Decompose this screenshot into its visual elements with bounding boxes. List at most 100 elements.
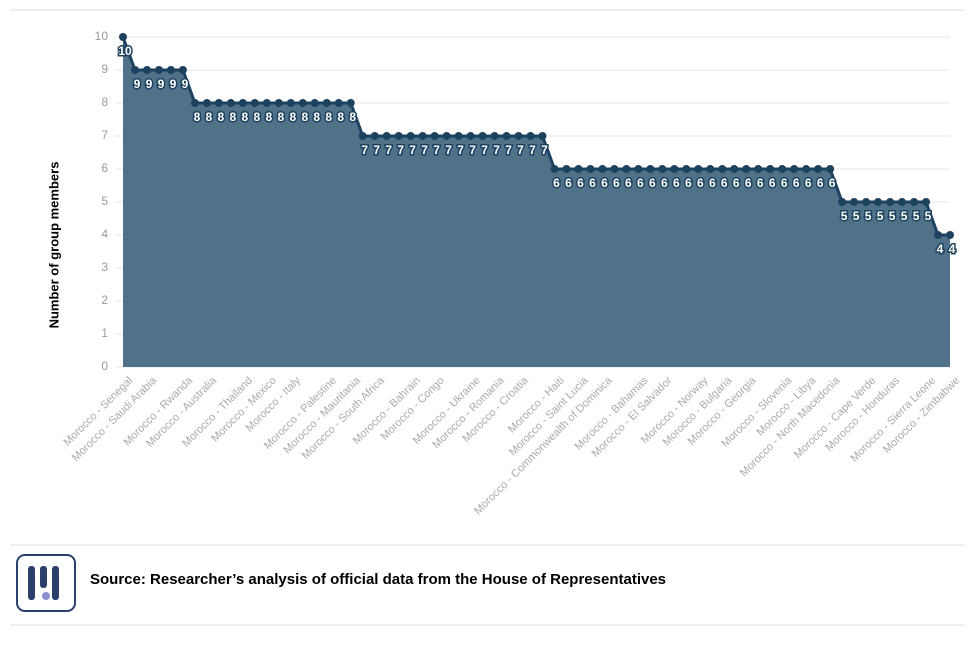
marker — [742, 165, 751, 173]
marker — [310, 99, 319, 107]
data-label: 9 — [182, 77, 189, 91]
marker — [610, 165, 619, 173]
data-label: 7 — [361, 143, 368, 157]
marker — [154, 66, 163, 74]
data-label: 6 — [637, 176, 644, 190]
data-label: 6 — [709, 176, 716, 190]
data-label: 6 — [649, 176, 656, 190]
marker — [250, 99, 259, 107]
marker — [910, 198, 919, 206]
data-label: 6 — [661, 176, 668, 190]
marker — [190, 99, 199, 107]
data-label: 8 — [289, 110, 296, 124]
data-label: 6 — [673, 176, 680, 190]
y-tick-label: 3 — [101, 260, 108, 274]
marker — [370, 132, 379, 140]
area — [123, 37, 950, 367]
marker — [946, 231, 954, 239]
data-label: 5 — [865, 209, 872, 223]
data-label: 8 — [206, 110, 213, 124]
marker — [142, 66, 151, 74]
data-label: 6 — [577, 176, 584, 190]
marker — [334, 99, 343, 107]
data-label: 4 — [937, 242, 944, 256]
marker — [574, 165, 583, 173]
data-label: 7 — [505, 143, 512, 157]
data-label: 7 — [421, 143, 428, 157]
data-label: 6 — [757, 176, 764, 190]
data-label: 8 — [194, 110, 201, 124]
data-label: 6 — [721, 176, 728, 190]
data-label: 5 — [925, 209, 932, 223]
marker — [934, 231, 943, 239]
data-label: 4 — [949, 242, 956, 256]
data-label: 6 — [817, 176, 824, 190]
data-label: 6 — [601, 176, 608, 190]
data-label: 7 — [541, 143, 548, 157]
data-label: 7 — [445, 143, 452, 157]
data-label: 9 — [146, 77, 153, 91]
marker — [358, 132, 367, 140]
marker — [550, 165, 559, 173]
marker — [166, 66, 175, 74]
data-label: 6 — [625, 176, 632, 190]
marker — [862, 198, 871, 206]
marker — [214, 99, 223, 107]
marker — [682, 165, 691, 173]
line — [121, 36, 950, 237]
marker — [826, 165, 835, 173]
marker — [430, 132, 439, 140]
data-label: 7 — [481, 143, 488, 157]
marker — [718, 165, 727, 173]
data-label: 8 — [218, 110, 225, 124]
source-note: Source: Researcher’s analysis of officia… — [90, 571, 666, 588]
marker — [478, 132, 487, 140]
marker — [202, 99, 211, 107]
data-label: 10 — [118, 44, 132, 58]
marker — [646, 165, 655, 173]
marker — [886, 198, 895, 206]
marker — [394, 132, 403, 140]
data-label: 7 — [373, 143, 380, 157]
data-label: 8 — [325, 110, 332, 124]
y-tick-label: 8 — [101, 95, 108, 109]
marker — [238, 99, 247, 107]
data-label: 7 — [433, 143, 440, 157]
marker — [802, 165, 811, 173]
marker — [766, 165, 775, 173]
marker — [874, 198, 883, 206]
data-label: 6 — [553, 176, 560, 190]
marker — [538, 132, 547, 140]
marker — [694, 165, 703, 173]
marker — [490, 132, 499, 140]
y-tick-label: 10 — [95, 29, 109, 43]
marker — [730, 165, 739, 173]
y-axis-label: Number of group members — [46, 162, 61, 329]
marker — [454, 132, 463, 140]
data-label: 8 — [277, 110, 284, 124]
data-label: 9 — [158, 77, 165, 91]
data-label: 6 — [793, 176, 800, 190]
data-label: 6 — [589, 176, 596, 190]
marker — [670, 165, 679, 173]
marker — [262, 99, 271, 107]
y-tick-label: 9 — [101, 62, 108, 76]
y-tick-label: 6 — [101, 161, 108, 175]
marker — [442, 132, 451, 140]
marker — [274, 99, 283, 107]
data-label: 9 — [134, 77, 141, 91]
data-label: 8 — [313, 110, 320, 124]
marker — [706, 165, 715, 173]
data-label: 5 — [913, 209, 920, 223]
data-label: 8 — [265, 110, 272, 124]
data-label: 7 — [409, 143, 416, 157]
marker — [406, 132, 415, 140]
marker — [562, 165, 571, 173]
y-tick-label: 7 — [101, 128, 108, 142]
data-label: 8 — [242, 110, 249, 124]
data-label: 6 — [685, 176, 692, 190]
marker — [898, 198, 907, 206]
marker — [382, 132, 391, 140]
marker — [130, 66, 139, 74]
marker — [466, 132, 475, 140]
